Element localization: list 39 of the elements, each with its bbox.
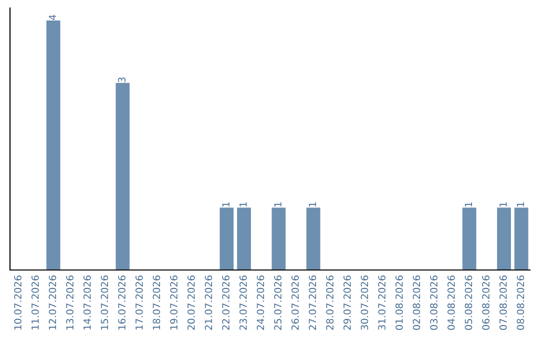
x-tick-label: 17.07.2026 [135, 275, 143, 330]
x-tick-label: 21.07.2026 [204, 275, 212, 330]
x-tick-label: 10.07.2026 [14, 275, 22, 330]
data-label: 3 [118, 77, 126, 82]
x-tick-label: 16.07.2026 [118, 275, 126, 330]
x-tick-label: 15.07.2026 [100, 275, 108, 330]
x-tick-label: 18.07.2026 [152, 275, 160, 330]
x-tick-label: 27.07.2026 [308, 275, 316, 330]
x-tick-label: 19.07.2026 [170, 275, 178, 330]
data-label: 1 [308, 202, 316, 207]
x-tick-label: 25.07.2026 [274, 275, 282, 330]
x-tick-label: 01.08.2026 [395, 275, 403, 330]
x-tick-label: 04.08.2026 [447, 275, 455, 330]
x-tick-label: 28.07.2026 [326, 275, 334, 330]
x-tick-label: 05.08.2026 [464, 275, 472, 330]
x-tick-label: 07.08.2026 [499, 275, 507, 330]
x-tick-label: 13.07.2026 [66, 275, 74, 330]
x-tick-label: 20.07.2026 [187, 275, 195, 330]
x-tick-label: 03.08.2026 [430, 275, 438, 330]
x-tick-label: 08.08.2026 [516, 275, 524, 330]
data-label: 1 [516, 202, 524, 207]
x-tick-label: 26.07.2026 [291, 275, 299, 330]
x-tick-label: 30.07.2026 [360, 275, 368, 330]
x-tick-label: 06.08.2026 [482, 275, 490, 330]
x-tick-label: 22.07.2026 [222, 275, 230, 330]
x-tick-label: 11.07.2026 [31, 275, 39, 330]
data-label: 1 [274, 202, 282, 207]
x-tick-label: 31.07.2026 [378, 275, 386, 330]
data-label: 4 [48, 14, 56, 20]
x-tick-label: 24.07.2026 [256, 275, 264, 330]
data-label: 1 [240, 202, 247, 207]
data-label: 1 [500, 202, 507, 207]
x-tick-label: 14.07.2026 [83, 275, 91, 330]
data-label: 1 [464, 202, 472, 207]
x-tick-label: 02.08.2026 [412, 275, 420, 330]
x-tick-label: 12.07.2026 [48, 275, 56, 330]
data-label: 1 [222, 202, 230, 207]
x-tick-label: 23.07.2026 [239, 275, 247, 330]
x-tick-label: 29.07.2026 [343, 275, 351, 330]
